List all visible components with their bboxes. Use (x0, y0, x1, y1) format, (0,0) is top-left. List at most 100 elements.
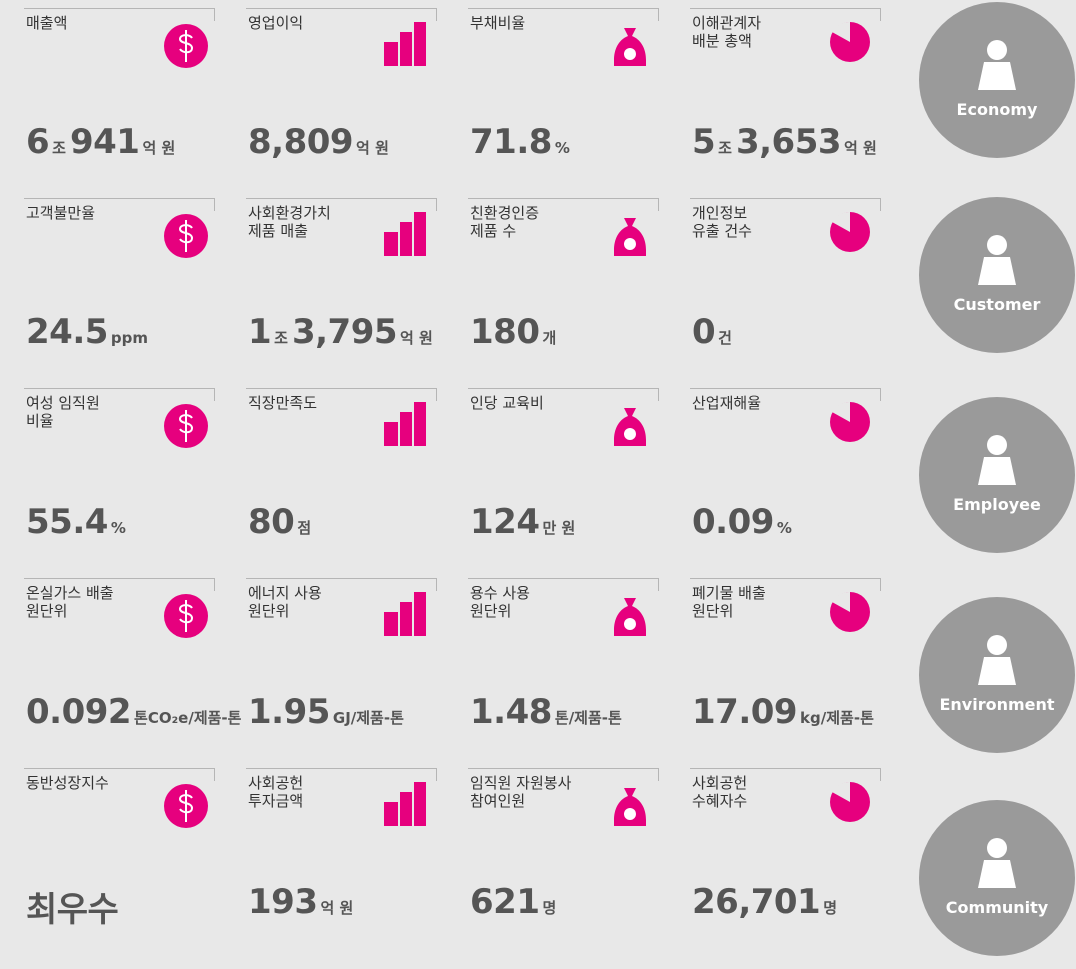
value-unit: 톤/제품-톤 (554, 709, 622, 727)
value-unit: 개 (542, 329, 557, 347)
tile-value: 1.95 GJ/제품-톤 (248, 692, 408, 732)
value-unit: 만 원 (542, 519, 576, 537)
tile-icon (164, 404, 208, 448)
tile-frame (24, 578, 215, 591)
value-unit: 명 (542, 899, 557, 917)
value-number: 0.09 (692, 502, 774, 542)
tile-label: 부채비율 (470, 14, 526, 32)
tile-value: 8,809 억 원 (248, 122, 393, 162)
section-button[interactable]: Employee (919, 397, 1075, 553)
tile-frame (468, 578, 659, 591)
value-unit: ppm (110, 329, 148, 347)
tile-icon (384, 402, 426, 446)
tile-value: 124 만 원 (470, 502, 579, 542)
section-icon (978, 40, 1016, 90)
tile: 에너지 사용 원단위 1.95 GJ/제품-톤 (246, 574, 466, 764)
section-button[interactable]: Customer (919, 197, 1075, 353)
tile-value: 17.09 kg/제품-톤 (692, 692, 878, 732)
value-unit: 억 원 (400, 329, 433, 347)
value-number: 71.8 (470, 122, 552, 162)
tile-label: 임직원 자원봉사 참여인원 (470, 774, 572, 810)
section-button[interactable]: Economy (919, 2, 1075, 158)
tile-frame (24, 768, 215, 781)
value-number: 24.5 (26, 312, 108, 352)
tile-icon (164, 784, 208, 828)
tile-value: 55.4% (26, 502, 130, 542)
tile-value: 71.8% (470, 122, 574, 162)
tile-icon (164, 594, 208, 638)
tile-value: 5 조 3,653 억 원 (692, 122, 881, 162)
value-unit: 점 (297, 519, 312, 537)
tile-value: 6 조 941 억 원 (26, 122, 179, 162)
value-unit: % (110, 519, 126, 537)
tile-frame (246, 198, 437, 211)
tile-icon (164, 214, 208, 258)
tile: 부채비율 71.8% (468, 4, 688, 194)
value-unit: % (776, 519, 792, 537)
section-label: Employee (953, 495, 1041, 514)
tile-frame (690, 578, 881, 591)
tile-value: 1 조 3,795 억 원 (248, 312, 437, 352)
tile-value: 621 명 (470, 882, 560, 922)
tile-label: 용수 사용 원단위 (470, 584, 530, 620)
value-unit: 톤CO₂e/제품-톤 (134, 709, 242, 727)
value-number: 최우수 (26, 890, 119, 930)
tile-label: 매출액 (26, 14, 68, 32)
tile: 매출액 6 조 941 억 원 (24, 4, 244, 194)
tile-label: 산업재해율 (692, 394, 762, 412)
tile-icon (614, 28, 646, 66)
section-button[interactable]: Community (919, 800, 1075, 956)
section-icon (978, 435, 1016, 485)
tile-icon (614, 788, 646, 826)
value-unit: % (554, 139, 570, 157)
tile: 사회환경가치 제품 매출 1 조 3,795 억 원 (246, 194, 466, 384)
tile-label: 사회공헌 투자금액 (248, 774, 304, 810)
value-number: 6 (26, 122, 50, 162)
value-number: 124 (470, 502, 540, 542)
tile-icon (830, 591, 870, 632)
value-unit: 조 (274, 329, 288, 347)
tile-value: 최우수 (26, 882, 119, 931)
section-label: Economy (956, 100, 1038, 119)
value-unit: 건 (718, 329, 732, 347)
tile-icon (614, 218, 646, 256)
value-unit: 조 (52, 139, 66, 157)
tile-icon (614, 598, 646, 636)
tile: 직장만족도 80 점 (246, 384, 466, 574)
tile-label: 여성 임직원 비율 (26, 394, 100, 430)
section-button[interactable]: Environment (919, 597, 1075, 753)
tile-icon (830, 211, 870, 252)
value-number: 0.092 (26, 692, 132, 732)
value-number: 3,653 (735, 122, 842, 162)
tile-icon (384, 782, 426, 826)
value-unit: kg/제품-톤 (800, 709, 874, 727)
tile-icon (164, 24, 208, 68)
tile-label: 이해관계자 배분 총액 (692, 14, 762, 50)
value-unit: 억 원 (844, 139, 877, 157)
value-number: 5 (692, 122, 716, 162)
tile: 동반성장지수 최우수 (24, 764, 244, 954)
tile-icon (384, 592, 426, 636)
value-unit: 억 원 (356, 139, 389, 157)
value-number: 1.95 (248, 692, 330, 732)
tile: 용수 사용 원단위 1.48 톤/제품-톤 (468, 574, 688, 764)
value-number: 80 (248, 502, 295, 542)
tile: 고객불만율 24.5 ppm (24, 194, 244, 384)
tile-label: 영업이익 (248, 14, 304, 32)
value-number: 26,701 (692, 882, 821, 922)
tile: 사회공헌 수혜자수 26,701 명 (690, 764, 910, 954)
value-unit: 명 (823, 899, 838, 917)
tile-frame (24, 388, 215, 401)
tile-value: 80 점 (248, 502, 315, 542)
value-unit: 억 원 (320, 899, 354, 917)
tile-frame (246, 388, 437, 401)
tile-label: 폐기물 배출 원단위 (692, 584, 766, 620)
value-number: 193 (248, 882, 318, 922)
tile: 임직원 자원봉사 참여인원 621 명 (468, 764, 688, 954)
tile-value: 1.48 톤/제품-톤 (470, 692, 626, 732)
section-icon (978, 635, 1016, 685)
tile-frame (468, 8, 659, 21)
tile-value: 26,701 명 (692, 882, 841, 922)
tile: 영업이익 8,809 억 원 (246, 4, 466, 194)
value-number: 0 (692, 312, 716, 352)
